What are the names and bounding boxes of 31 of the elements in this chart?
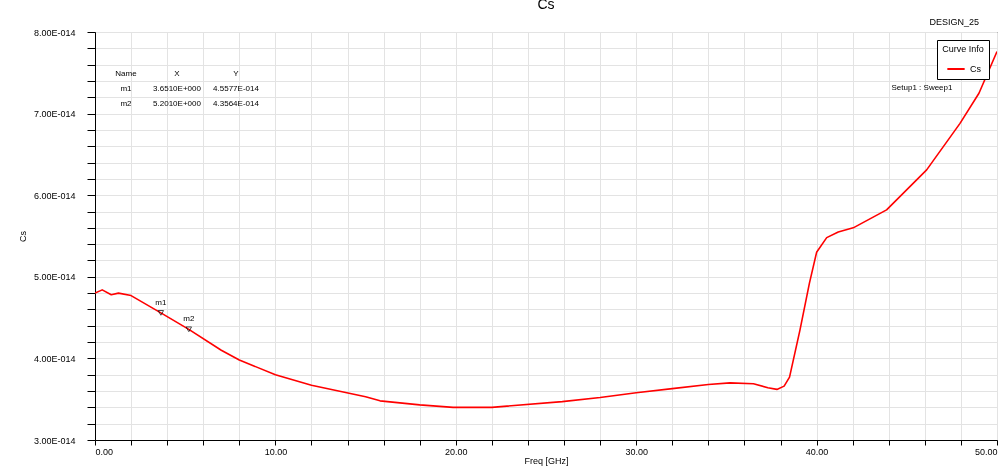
chart-title: Cs (537, 0, 555, 12)
x-tick-label: 40.00 (805, 446, 829, 457)
y-tick-label: 6.00E-014 (33, 190, 76, 201)
annotation: m2 (183, 314, 195, 324)
y-tick-label: 8.00E-014 (33, 27, 76, 38)
x-tick-label: 10.00 (264, 446, 288, 457)
annotation: m1 (120, 84, 133, 93)
y-tick-label: 4.00E-014 (33, 353, 76, 364)
x-tick-label: 50.00 (974, 446, 998, 457)
annotation: 4.3564E-014 (213, 99, 260, 108)
x-tick-label: 0.00 (95, 446, 114, 457)
annotation: X (174, 69, 181, 78)
annotation: Name (115, 69, 138, 78)
legend-title: Curve Info (942, 44, 984, 54)
y-axis-title: Cs (17, 230, 28, 242)
x-axis-title: Freq [GHz] (524, 455, 569, 466)
annotation: Y (233, 69, 240, 78)
annotation: 3.6510E+000 (153, 84, 202, 93)
x-tick-label: 20.00 (445, 446, 468, 457)
line-series (95, 50, 997, 409)
annotation: Setup1 : Sweep1 (891, 83, 954, 92)
y-tick-label: 7.00E-014 (33, 109, 76, 120)
y-tick-label: 3.00E-014 (33, 435, 76, 446)
legend-label: Cs (970, 64, 982, 74)
text: DESIGN_25 (929, 17, 979, 27)
annotation: 4.5577E-014 (213, 84, 260, 93)
annotation: m1 (155, 297, 167, 307)
annotation: 5.2010E+000 (153, 99, 202, 108)
x-tick-label: 30.00 (625, 446, 648, 457)
y-tick-label: 5.00E-014 (33, 272, 76, 283)
annotation: m2 (120, 99, 133, 108)
